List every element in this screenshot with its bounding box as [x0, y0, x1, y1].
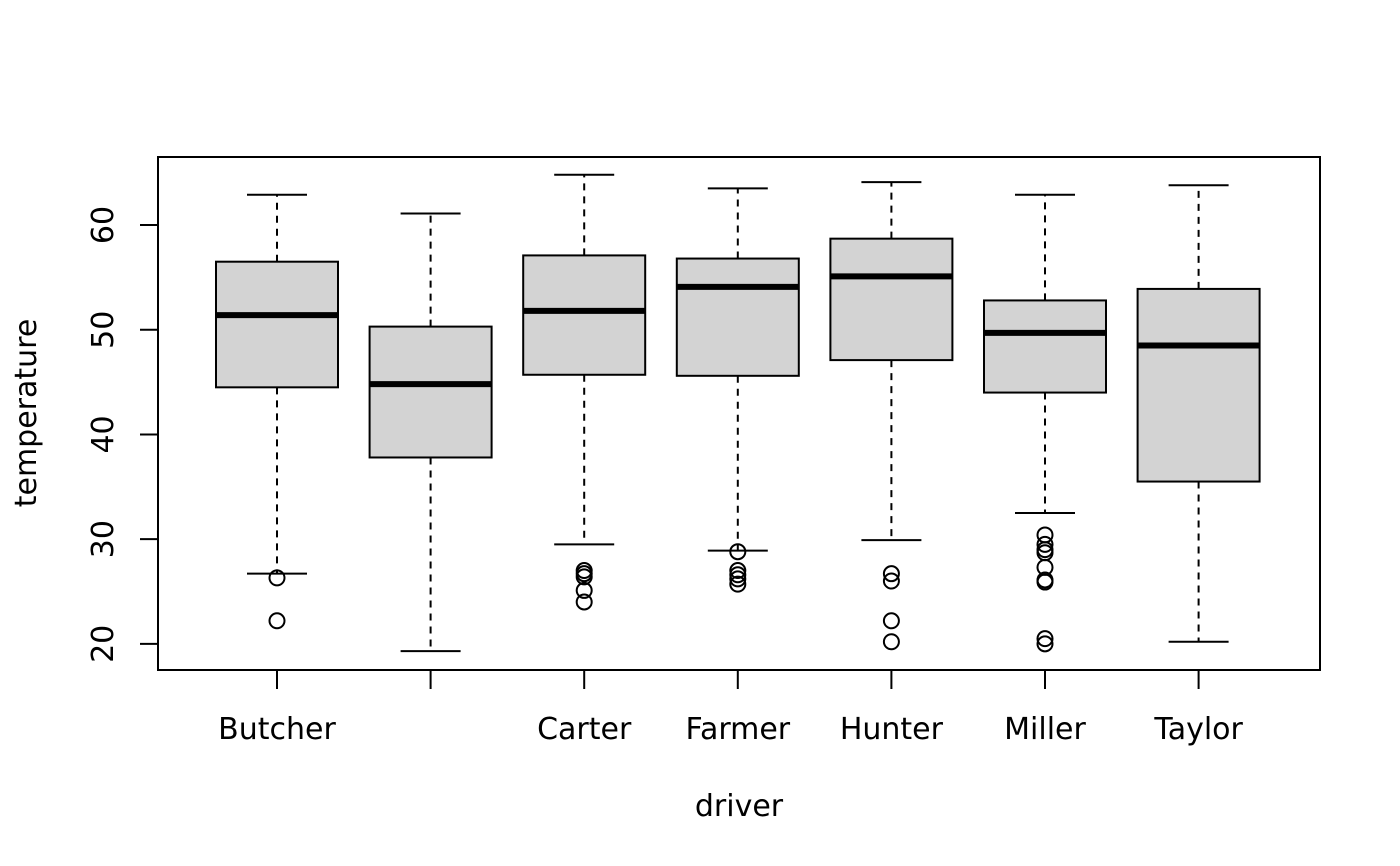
box-group: [522, 173, 647, 611]
outlier-point: [268, 612, 286, 630]
box-iqr: [829, 237, 954, 362]
y-tick-label: 30: [86, 520, 121, 558]
outlier-point: [882, 572, 900, 590]
outlier-point: [729, 543, 747, 561]
outlier-point: [882, 612, 900, 630]
y-tick-label: 60: [86, 206, 121, 244]
x-tick-label: Farmer: [685, 712, 790, 747]
box-iqr: [983, 299, 1107, 394]
x-tick-label: Carter: [537, 712, 632, 747]
y-axis: 20 30 40 50 60: [86, 206, 159, 663]
box-group: [368, 212, 493, 653]
x-axis: Butcher Carter Farmer Hunter Miller Taylor: [218, 669, 1244, 747]
box-iqr: [368, 325, 493, 459]
x-tick-label: Hunter: [840, 712, 944, 747]
y-axis-title: temperature: [9, 319, 44, 508]
box-iqr: [522, 254, 647, 376]
y-tick-label: 40: [86, 415, 121, 453]
outlier-point: [729, 562, 747, 580]
box-group: [1136, 184, 1261, 643]
box-iqr: [675, 257, 800, 377]
box-group: [983, 193, 1107, 653]
x-tick-label: Butcher: [218, 712, 336, 747]
x-tick-label: Miller: [1004, 712, 1086, 747]
outlier-point: [1036, 630, 1054, 648]
outlier-point: [268, 569, 286, 587]
outlier-point: [1036, 573, 1054, 591]
outlier-point: [882, 633, 900, 651]
outlier-point: [882, 565, 900, 583]
outlier-point: [729, 566, 747, 584]
box-iqr: [215, 260, 339, 389]
box-group: [215, 193, 339, 630]
outlier-point: [575, 581, 593, 599]
outlier-point: [575, 568, 593, 586]
outlier-point: [575, 593, 593, 611]
box-group: [675, 187, 800, 593]
y-tick-label: 20: [86, 625, 121, 663]
x-tick-label: Taylor: [1153, 712, 1243, 747]
outlier-point: [729, 575, 747, 593]
boxes-layer: [215, 173, 1261, 653]
outlier-point: [1036, 535, 1054, 553]
box-group: [829, 181, 954, 651]
x-axis-title: driver: [695, 789, 784, 824]
outlier-point: [1036, 635, 1054, 653]
outlier-point: [729, 570, 747, 588]
box-iqr: [1136, 287, 1261, 483]
y-tick-label: 50: [86, 311, 121, 349]
